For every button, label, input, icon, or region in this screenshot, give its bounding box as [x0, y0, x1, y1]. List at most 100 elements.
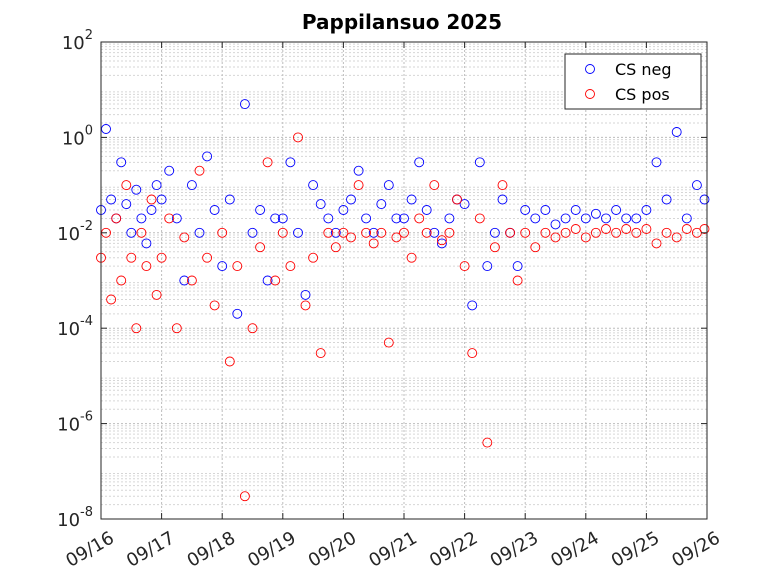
data-point — [467, 348, 478, 359]
data-point — [323, 227, 334, 238]
y-tick-label: 100 — [62, 123, 93, 149]
data-point — [489, 227, 500, 238]
data-point — [285, 157, 296, 168]
data-point — [194, 165, 205, 176]
data-point — [540, 227, 551, 238]
data-point — [631, 213, 642, 224]
grid-lines — [100, 41, 708, 520]
data-point — [224, 194, 235, 205]
data-point — [141, 261, 152, 272]
data-point — [376, 199, 387, 210]
data-point — [661, 227, 672, 238]
data-point — [116, 157, 127, 168]
data-point — [224, 356, 235, 367]
data-point — [452, 194, 462, 205]
data-point — [232, 261, 243, 272]
data-point — [651, 238, 662, 249]
data-point — [444, 227, 455, 238]
data-point — [239, 99, 250, 110]
data-point — [232, 308, 243, 319]
y-tick-label: 10-4 — [57, 314, 93, 340]
data-point — [671, 232, 682, 243]
data-point — [131, 323, 142, 334]
data-point — [482, 437, 493, 448]
data-point — [436, 235, 447, 246]
data-point — [361, 213, 372, 224]
data-point — [399, 227, 409, 238]
data-point — [146, 194, 157, 205]
data-point — [202, 151, 213, 162]
data-point — [179, 232, 190, 243]
data-point — [641, 224, 652, 234]
data-point — [681, 224, 692, 234]
data-point — [346, 232, 356, 243]
data-point — [308, 252, 319, 263]
data-point — [459, 261, 470, 272]
data-point — [106, 194, 117, 205]
legend: CS neg CS pos — [564, 53, 702, 110]
data-point — [315, 348, 326, 359]
data-point — [570, 224, 581, 234]
data-point — [146, 205, 157, 215]
data-point — [681, 213, 692, 224]
data-point — [611, 205, 622, 215]
data-point — [121, 199, 132, 210]
data-point — [255, 205, 266, 215]
data-point — [421, 227, 432, 238]
data-point — [406, 252, 417, 263]
data-point — [346, 194, 356, 205]
data-point — [330, 227, 341, 238]
data-point — [621, 224, 632, 234]
data-point — [383, 180, 394, 191]
data-point — [530, 242, 541, 253]
data-point — [164, 213, 175, 224]
data-point — [520, 205, 531, 215]
data-point — [186, 275, 197, 286]
data-point — [239, 491, 250, 502]
data-point — [285, 261, 296, 272]
data-point — [550, 232, 561, 243]
data-point — [601, 213, 611, 224]
data-point — [156, 194, 167, 205]
data-point — [106, 294, 117, 305]
data-point — [121, 180, 132, 191]
data-point — [156, 252, 167, 263]
data-point — [414, 157, 425, 168]
data-point — [429, 227, 440, 238]
data-point — [217, 227, 228, 238]
data-point — [590, 208, 601, 219]
data-point — [631, 227, 642, 238]
data-point — [414, 213, 425, 224]
legend-label-cs-neg: CS neg — [615, 60, 672, 79]
axis-ticks — [100, 41, 708, 520]
data-point — [293, 132, 303, 143]
data-point — [699, 224, 710, 234]
data-point — [550, 219, 561, 230]
data-point — [436, 238, 447, 249]
legend-marker-cs-neg — [585, 64, 595, 74]
data-point — [247, 323, 258, 334]
data-point — [368, 238, 379, 249]
y-tick-label: 10-6 — [57, 410, 93, 436]
data-point — [570, 205, 581, 215]
data-point — [429, 180, 440, 191]
data-point — [391, 213, 402, 224]
data-point — [474, 213, 485, 224]
data-point — [497, 194, 508, 205]
data-point — [136, 213, 147, 224]
data-point — [383, 337, 394, 348]
data-point — [611, 227, 622, 238]
data-point — [171, 213, 182, 224]
data-point — [338, 227, 349, 238]
data-point — [580, 232, 591, 243]
data-point — [391, 232, 402, 243]
y-tick-label: 10-2 — [57, 219, 93, 245]
data-point — [368, 227, 379, 238]
data-point — [512, 275, 523, 286]
data-point — [141, 238, 152, 249]
data-point — [338, 205, 349, 215]
data-point — [459, 199, 470, 210]
data-point — [179, 275, 190, 286]
data-point — [131, 184, 142, 195]
